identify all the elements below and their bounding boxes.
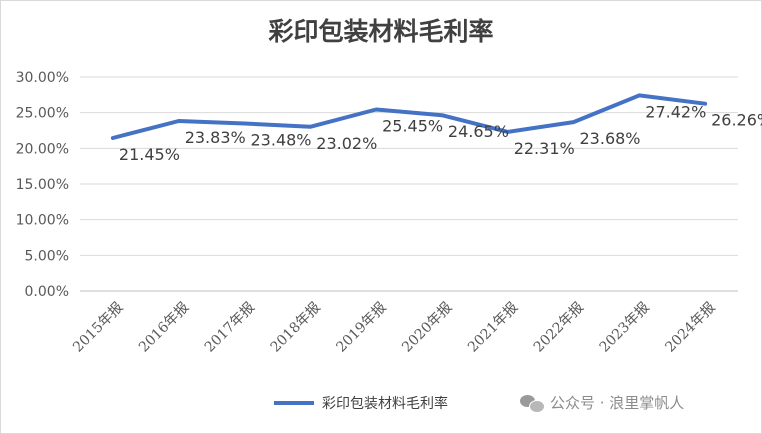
data-label: 26.26%: [711, 111, 762, 130]
data-labels: 21.45% 23.83% 23.48% 23.02% 25.45% 24.65% 22.3…: [119, 102, 762, 164]
data-label: 27.42%: [645, 102, 706, 121]
series-line: [110, 93, 708, 140]
legend-swatch: [274, 401, 314, 405]
x-tick-label: 2020年报: [399, 299, 455, 355]
x-tick-label: 2015年报: [70, 299, 126, 355]
data-label: 23.83%: [185, 128, 246, 147]
data-label: 22.31%: [514, 139, 575, 158]
legend-label: 彩印包装材料毛利率: [322, 396, 448, 412]
y-tick-label: 10.00%: [16, 213, 69, 229]
watermark: 公众号 · 浪里掌帆人: [520, 392, 684, 413]
data-label: 23.68%: [580, 129, 641, 148]
data-label: 21.45%: [119, 145, 180, 164]
y-tick-label: 30.00%: [16, 70, 69, 86]
x-tick-label: 2023年报: [597, 299, 653, 355]
y-tick-label: 20.00%: [16, 141, 69, 157]
y-tick-label: 5.00%: [25, 248, 69, 264]
x-tick-label: 2017年报: [202, 299, 258, 355]
data-label: 23.48%: [251, 131, 312, 150]
y-tick-label: 25.00%: [16, 106, 69, 122]
data-label: 25.45%: [382, 116, 443, 135]
y-tick-label: 15.00%: [16, 177, 69, 193]
legend: 彩印包装材料毛利率: [274, 393, 448, 413]
wechat-icon: [520, 393, 545, 413]
series-line-path: [110, 93, 708, 140]
chart-title: 彩印包装材料毛利率: [268, 17, 494, 46]
x-tick-label: 2016年报: [136, 299, 192, 355]
x-tick-label: 2019年报: [333, 299, 389, 355]
x-tick-label: 2022年报: [531, 299, 587, 355]
x-tick-label: 2024年报: [662, 299, 718, 355]
y-tick-label: 0.00%: [25, 284, 69, 300]
x-axis-ticks: 2015年报 2016年报 2017年报 2018年报 2019年报 2020年报 2021…: [70, 299, 719, 355]
x-tick-label: 2021年报: [465, 299, 521, 355]
gridlines: [80, 76, 738, 292]
data-label: 24.65%: [448, 122, 509, 141]
x-tick-label: 2018年报: [268, 299, 324, 355]
data-label: 23.02%: [316, 134, 377, 153]
y-axis-ticks: 0.00% 5.00% 10.00% 15.00% 20.00% 25.00% 30.00%: [16, 70, 69, 300]
watermark-text: 公众号 · 浪里掌帆人: [550, 394, 685, 412]
